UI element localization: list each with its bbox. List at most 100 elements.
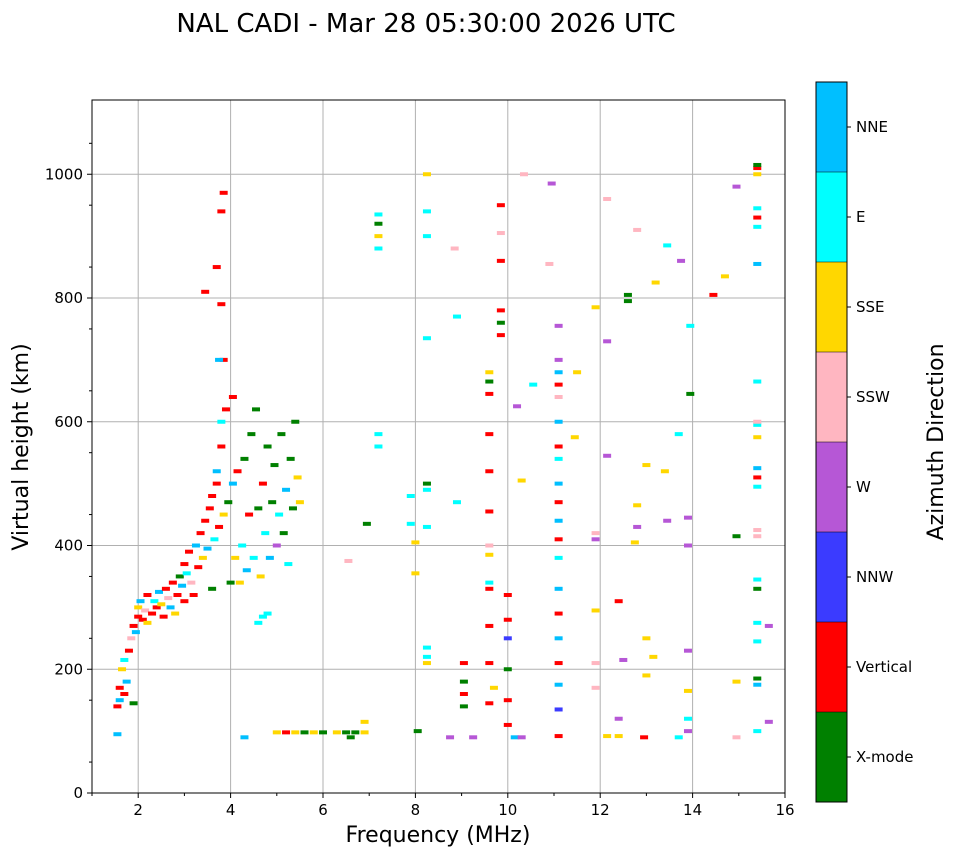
x-tick-label: 4 [226,801,236,819]
data-point [240,456,249,461]
data-point [284,562,293,567]
data-point [459,692,468,696]
data-point [753,534,762,539]
data-point [300,730,309,735]
data-point [113,704,122,709]
data-point [268,500,277,505]
colorbar-label-w: W [856,478,871,496]
data-point [360,719,369,724]
data-point [554,481,563,486]
data-point [503,722,512,727]
data-point [154,589,163,594]
data-point [642,673,651,678]
data-point [554,323,563,328]
data-point [446,735,455,740]
data-point [513,404,522,409]
data-point [187,580,196,585]
data-point [485,580,494,585]
data-point [651,280,660,285]
data-point [591,661,600,666]
data-point [753,261,762,266]
data-point [663,518,672,523]
data-point [185,549,194,554]
data-point [224,500,233,505]
data-point [640,735,649,740]
data-point [422,481,431,486]
data-point [554,419,563,424]
data-point [591,305,600,310]
data-point [677,258,686,263]
x-tick-label: 16 [775,801,794,819]
data-point [422,234,431,239]
data-point [753,379,762,384]
data-point [258,614,267,619]
data-point [205,506,214,511]
data-point [342,730,351,735]
data-point [228,395,237,399]
data-point [175,574,184,579]
data-point [519,172,528,177]
data-point [485,543,494,548]
data-point [319,730,327,735]
data-point [422,645,431,650]
data-point [208,586,217,591]
data-point [753,215,762,220]
data-point [411,571,420,576]
data-point [217,419,226,424]
data-point [614,734,623,739]
data-point [374,234,383,239]
data-point [256,574,265,579]
data-point [603,734,612,739]
colorbar: X-mode Vertical NNW W SSW SSE E NNE [815,81,913,803]
data-point [422,172,431,177]
data-point [374,444,383,449]
data-point [614,716,623,721]
data-point [254,506,263,511]
data-point [201,289,210,294]
x-tick-label: 8 [411,801,421,819]
data-point [753,206,762,211]
data-point [496,203,505,208]
data-point [279,531,288,536]
data-point [753,422,762,427]
data-point [753,162,762,167]
data-point [683,515,692,520]
data-point [152,605,161,610]
data-point [642,636,651,641]
colorbar-label-sse: SSE [856,298,885,316]
data-point [113,732,122,737]
data-point [219,190,228,195]
data-point [554,370,563,375]
data-point [517,478,526,483]
data-point [168,580,177,585]
data-point [485,432,494,437]
data-point [180,599,189,604]
colorbar-segment [816,532,847,622]
colorbar-segment [816,82,847,172]
grid-lines [92,100,785,793]
data-point [134,614,143,619]
data-point [485,661,494,666]
data-point [753,577,762,582]
data-point [138,617,147,622]
data-point [545,261,554,266]
data-point [732,735,741,740]
data-point [485,469,494,474]
data-point [554,357,563,362]
y-axis-label: Virtual height (km) [9,343,34,550]
data-point [517,735,526,740]
data-point [619,657,628,662]
colorbar-segment [816,442,847,532]
data-point [240,735,249,740]
data-point [282,730,291,735]
data-point [753,475,762,480]
data-point [127,636,136,641]
data-point [120,657,129,662]
data-point [406,494,415,498]
colorbar-segment [816,352,847,442]
data-point [263,444,272,449]
data-point [720,274,729,279]
data-point [623,292,632,297]
data-point [554,382,563,387]
data-point [753,466,762,471]
